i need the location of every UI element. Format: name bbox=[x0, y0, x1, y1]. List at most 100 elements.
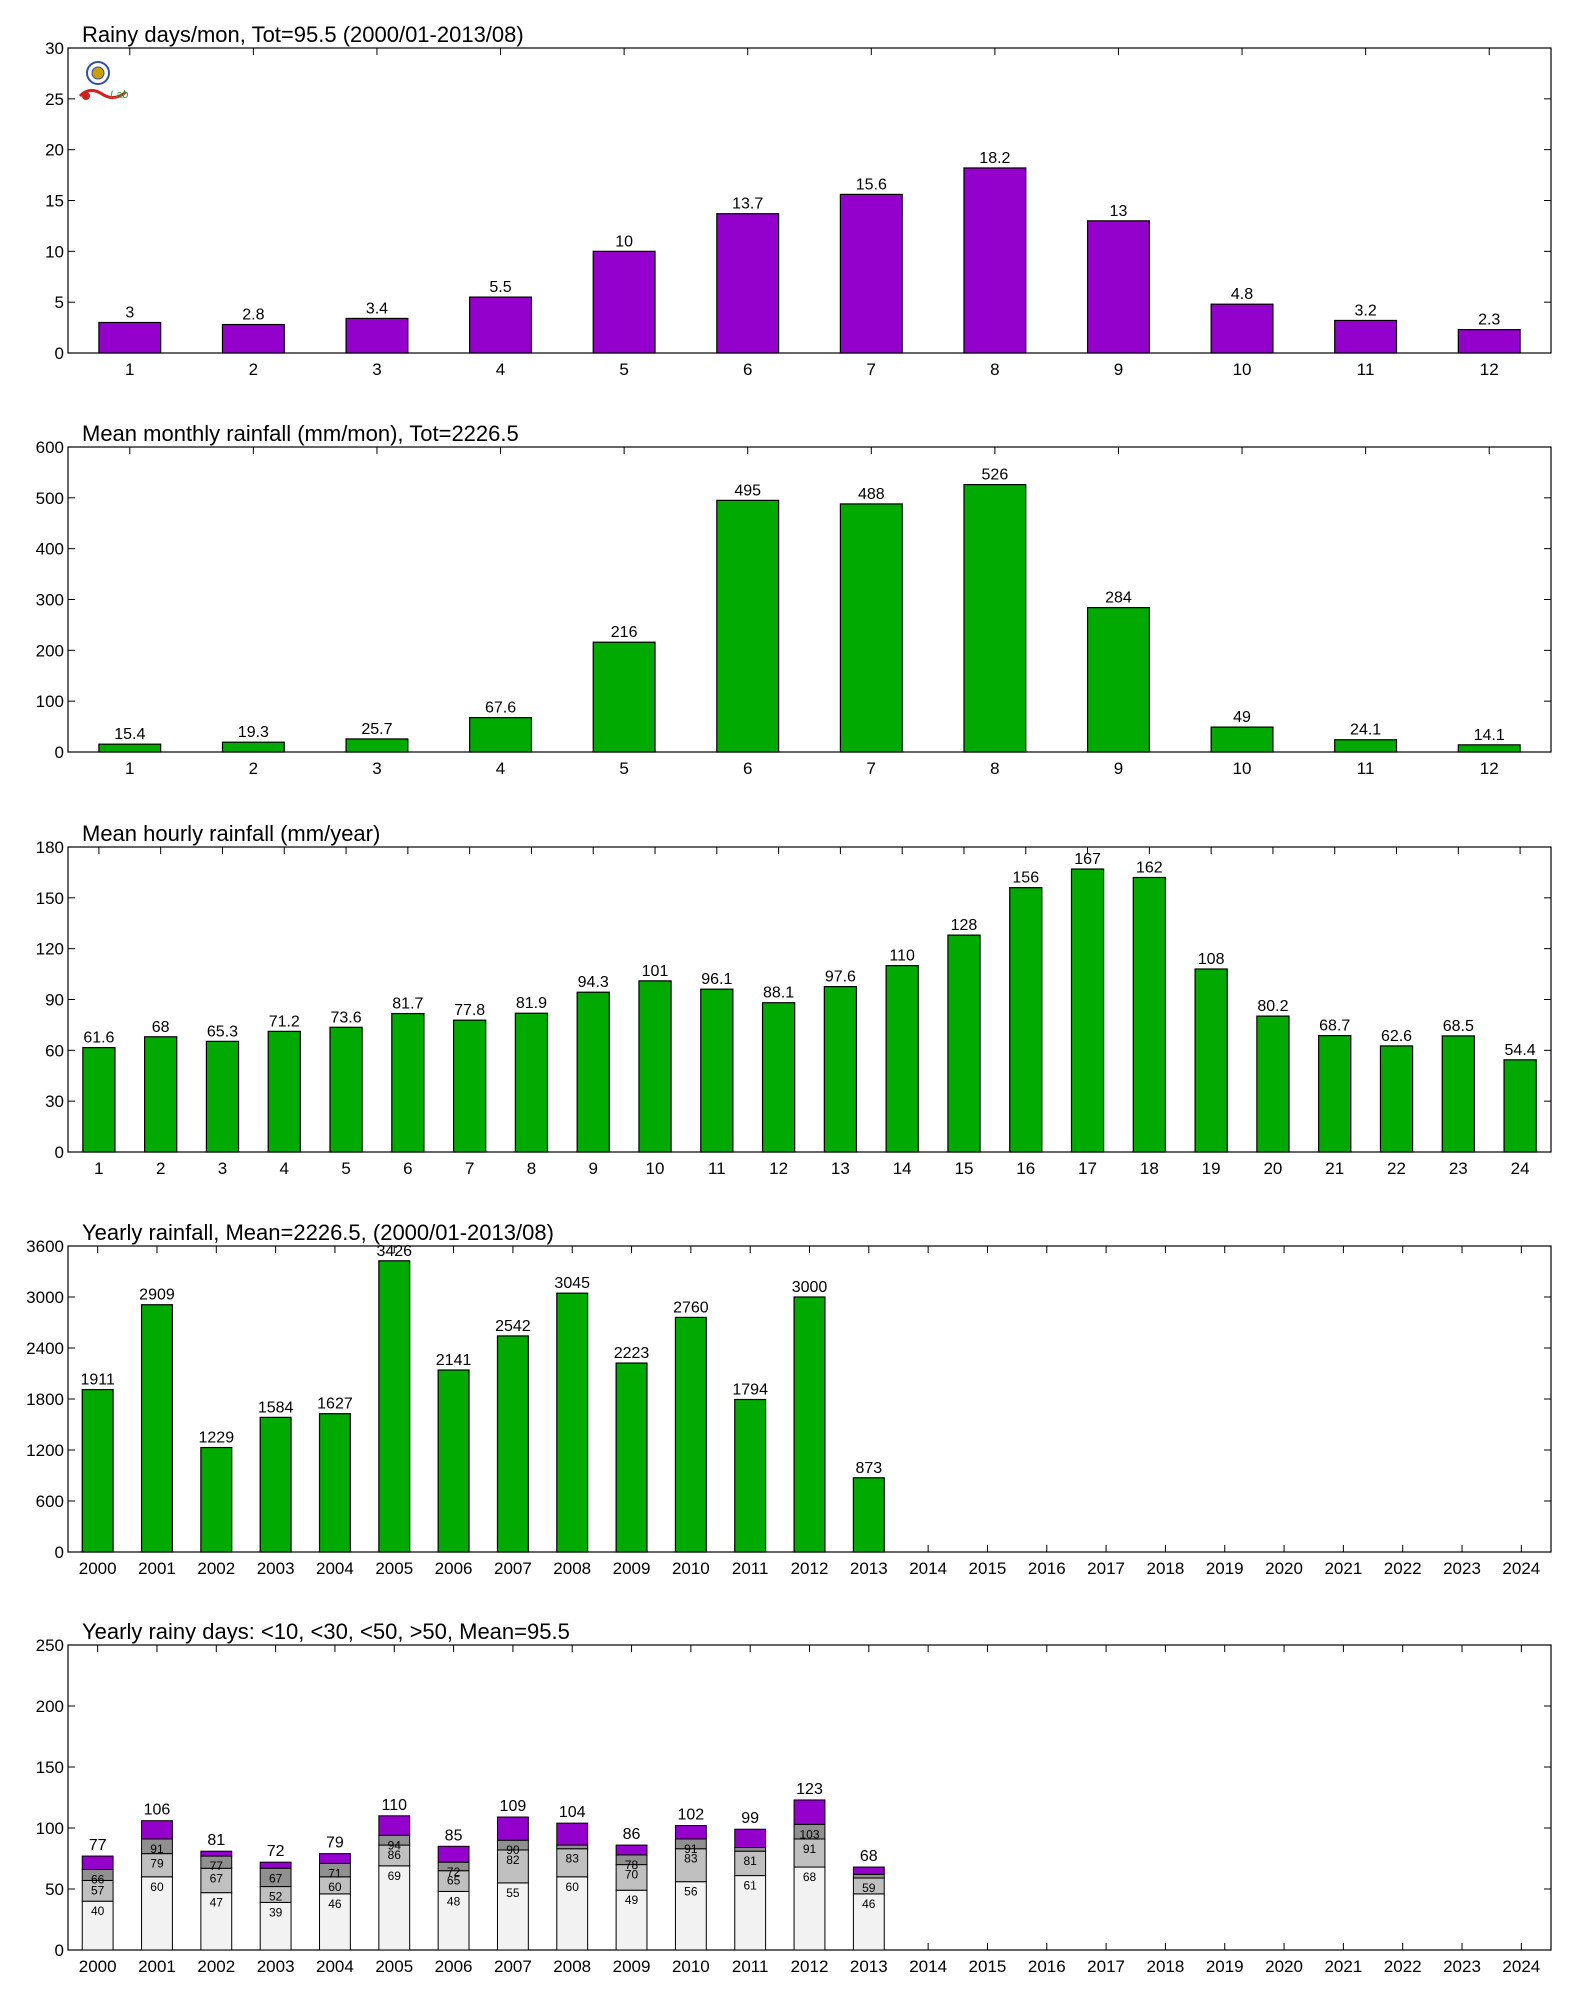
segment-label-lt50: 72 bbox=[447, 1865, 461, 1879]
x-tick-label: 2023 bbox=[1443, 1957, 1481, 1976]
bar bbox=[793, 1296, 826, 1553]
bar bbox=[556, 1292, 589, 1553]
segment-label-lt10: 49 bbox=[625, 1893, 639, 1907]
chart-monthly-rainfall: Mean monthly rainfall (mm/mon), Tot=2226… bbox=[36, 421, 1552, 778]
data-label: 73.6 bbox=[330, 1009, 361, 1026]
segment-label-lt30: 81 bbox=[744, 1854, 758, 1868]
data-label: 5.5 bbox=[489, 279, 511, 296]
segment-label-lt50: 71 bbox=[328, 1866, 342, 1880]
data-label: 495 bbox=[734, 482, 761, 499]
bar bbox=[1334, 319, 1398, 354]
y-tick-label: 1800 bbox=[26, 1390, 64, 1409]
data-label: 2223 bbox=[614, 1345, 650, 1362]
segment-label-lt10: 61 bbox=[744, 1879, 758, 1893]
data-label: 85 bbox=[445, 1827, 463, 1844]
x-tick-label: 2011 bbox=[732, 1559, 769, 1578]
data-label: 1627 bbox=[317, 1396, 353, 1413]
y-tick-label: 200 bbox=[36, 1697, 64, 1716]
y-tick-label: 1200 bbox=[26, 1441, 64, 1460]
x-tick-label: 2022 bbox=[1384, 1957, 1422, 1976]
chart-title: Yearly rainfall, Mean=2226.5, (2000/01-2… bbox=[82, 1220, 554, 1245]
y-tick-label: 50 bbox=[45, 1880, 64, 1899]
data-label: 216 bbox=[611, 624, 638, 641]
y-tick-label: 0 bbox=[55, 344, 64, 363]
data-label: 2.8 bbox=[242, 307, 264, 324]
bar-segment-lt50 bbox=[556, 1844, 589, 1850]
data-label: 71.2 bbox=[269, 1013, 300, 1030]
segment-label-lt30: 86 bbox=[388, 1848, 402, 1862]
x-tick-label: 9 bbox=[1114, 360, 1123, 379]
y-tick-label: 600 bbox=[36, 1492, 64, 1511]
x-tick-label: 2022 bbox=[1384, 1559, 1422, 1578]
bar-segment-total bbox=[556, 1822, 589, 1846]
bar-segment-total bbox=[259, 1861, 292, 1869]
y-tick-label: 15 bbox=[45, 192, 64, 211]
x-tick-label: 2003 bbox=[257, 1957, 295, 1976]
bar bbox=[615, 1362, 648, 1553]
y-tick-label: 150 bbox=[36, 1758, 64, 1777]
segment-label-lt10: 48 bbox=[447, 1894, 461, 1908]
data-label: 1229 bbox=[199, 1430, 235, 1447]
x-tick-label: 24 bbox=[1511, 1159, 1530, 1178]
data-label: 2.3 bbox=[1478, 312, 1500, 329]
x-tick-label: 14 bbox=[893, 1159, 912, 1178]
bar bbox=[1334, 739, 1398, 753]
data-label: 97.6 bbox=[825, 969, 856, 986]
segment-label-lt10: 40 bbox=[91, 1904, 105, 1918]
segment-label-lt30: 79 bbox=[150, 1857, 164, 1871]
bar-segment-lt50 bbox=[852, 1873, 885, 1879]
x-tick-label: 15 bbox=[955, 1159, 974, 1178]
chart-hourly-rainfall: Mean hourly rainfall (mm/year)0306090120… bbox=[36, 821, 1552, 1178]
x-tick-label: 2019 bbox=[1206, 1559, 1244, 1578]
bar bbox=[221, 323, 285, 354]
bar bbox=[391, 1012, 425, 1153]
x-tick-label: 8 bbox=[990, 360, 999, 379]
bar-segment-total bbox=[734, 1828, 767, 1849]
bar bbox=[592, 250, 656, 354]
y-tick-label: 400 bbox=[36, 540, 64, 559]
data-label: 94.3 bbox=[578, 974, 609, 991]
segment-label-lt10: 39 bbox=[269, 1905, 283, 1919]
x-tick-label: 2000 bbox=[79, 1559, 117, 1578]
data-label: 123 bbox=[796, 1781, 823, 1798]
bar bbox=[437, 1369, 470, 1553]
y-tick-label: 0 bbox=[55, 743, 64, 762]
bar bbox=[1086, 607, 1150, 753]
x-tick-label: 7 bbox=[867, 759, 876, 778]
x-tick-label: 11 bbox=[708, 1159, 726, 1178]
data-label: 167 bbox=[1074, 851, 1101, 868]
x-tick-label: 2018 bbox=[1147, 1559, 1185, 1578]
data-label: 18.2 bbox=[979, 150, 1010, 167]
x-tick-label: 2006 bbox=[435, 1559, 473, 1578]
chart-yearly-rainfall: Yearly rainfall, Mean=2226.5, (2000/01-2… bbox=[26, 1220, 1552, 1578]
x-tick-label: 9 bbox=[588, 1159, 597, 1178]
x-tick-label: 2 bbox=[156, 1159, 165, 1178]
x-tick-label: 1 bbox=[94, 1159, 103, 1178]
x-tick-label: 2010 bbox=[672, 1957, 710, 1976]
data-label: 77 bbox=[89, 1837, 107, 1854]
x-tick-label: 2015 bbox=[969, 1957, 1007, 1976]
y-tick-label: 250 bbox=[36, 1636, 64, 1655]
data-label: 81.9 bbox=[516, 995, 547, 1012]
bar bbox=[963, 484, 1027, 753]
segment-label-lt50: 78 bbox=[625, 1858, 639, 1872]
chart-title: Yearly rainy days: <10, <30, <50, >50, M… bbox=[82, 1619, 570, 1644]
x-tick-label: 2002 bbox=[197, 1957, 235, 1976]
bar bbox=[700, 988, 734, 1153]
x-tick-label: 17 bbox=[1078, 1159, 1097, 1178]
data-label: 72 bbox=[267, 1843, 285, 1860]
x-tick-label: 2003 bbox=[257, 1559, 295, 1578]
bar bbox=[345, 317, 409, 354]
bar-segment-lt10 bbox=[378, 1865, 411, 1951]
y-tick-label: 0 bbox=[55, 1143, 64, 1162]
x-tick-label: 2007 bbox=[494, 1559, 532, 1578]
x-tick-label: 4 bbox=[496, 360, 505, 379]
bar bbox=[963, 167, 1027, 354]
segment-label-lt50: 103 bbox=[799, 1827, 819, 1841]
data-label: 24.1 bbox=[1350, 722, 1381, 739]
segment-label-lt50: 94 bbox=[388, 1838, 402, 1852]
x-tick-label: 2016 bbox=[1028, 1559, 1066, 1578]
x-tick-label: 12 bbox=[1480, 360, 1499, 379]
x-tick-label: 5 bbox=[341, 1159, 350, 1178]
y-tick-label: 30 bbox=[45, 1092, 64, 1111]
